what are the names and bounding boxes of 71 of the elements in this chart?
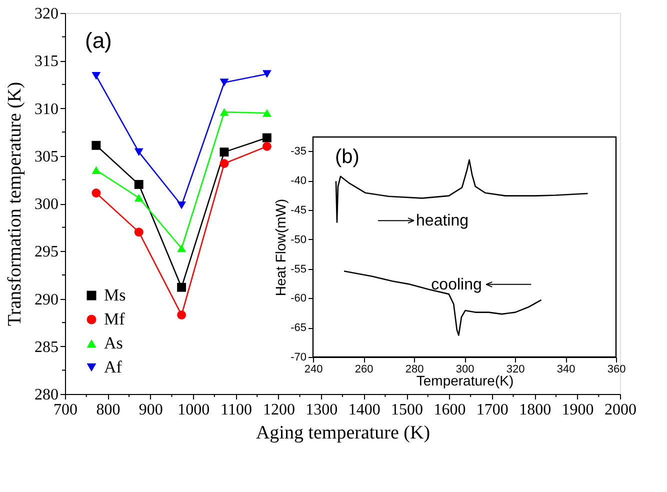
x-tick-label: 320 xyxy=(506,364,525,376)
point xyxy=(92,140,101,150)
x-tick-label: 800 xyxy=(96,402,120,418)
y-tick-label: 285 xyxy=(34,338,58,356)
x-tick-label: 300 xyxy=(456,364,474,376)
point xyxy=(92,72,101,80)
legend-label: Mf xyxy=(104,310,126,328)
point xyxy=(177,244,186,252)
x-tick-label: 700 xyxy=(54,402,78,418)
x-tick-label: 1700 xyxy=(476,402,508,418)
line-series xyxy=(343,270,542,336)
annotation: (b) xyxy=(335,146,360,168)
x-tick-label: 280 xyxy=(405,364,424,376)
point xyxy=(177,282,186,292)
y-tick-label: 315 xyxy=(34,53,58,70)
x-axis-title: Temperature(K) xyxy=(416,372,514,388)
x-tick-label: 260 xyxy=(354,364,374,376)
point xyxy=(92,166,101,174)
y-tick-label: 305 xyxy=(34,148,58,166)
point xyxy=(134,180,144,189)
point xyxy=(177,202,186,210)
y-tick-label: 295 xyxy=(34,244,58,261)
y-tick-label: -35 xyxy=(290,146,306,158)
point xyxy=(220,148,229,157)
annotation: cooling xyxy=(431,276,482,294)
x-tick-label: 1800 xyxy=(519,402,552,418)
point xyxy=(262,109,272,117)
x-tick-label: 1900 xyxy=(562,402,594,418)
x-tick-label: 1000 xyxy=(178,402,210,418)
annotation: (a) xyxy=(85,28,112,53)
y-tick-label: -55 xyxy=(290,263,306,276)
y-tick-label: -45 xyxy=(290,204,306,216)
point xyxy=(220,78,229,86)
y-tick-label: -50 xyxy=(290,234,306,246)
x-tick-label: 2000 xyxy=(604,402,636,418)
point xyxy=(262,70,272,78)
x-tick-label: 1300 xyxy=(306,402,338,418)
legend-label: Ms xyxy=(104,286,126,304)
y-axis-title: Transformation temperature (K) xyxy=(4,82,26,326)
x-tick-label: 1400 xyxy=(348,402,380,418)
y-tick-label: -40 xyxy=(290,175,306,188)
point xyxy=(220,159,229,168)
x-tick-label: 1200 xyxy=(262,402,295,418)
legend-label: As xyxy=(104,334,123,352)
point xyxy=(92,188,101,198)
y-tick-label: -65 xyxy=(290,322,306,334)
y-axis-title: Heat Flow(mW) xyxy=(272,198,289,296)
y-tick-label: 290 xyxy=(34,291,58,308)
point xyxy=(134,148,144,156)
x-tick-label: 340 xyxy=(556,364,576,376)
y-tick-label: -60 xyxy=(290,292,306,305)
x-tick-label: 900 xyxy=(138,402,163,418)
y-tick-label: 310 xyxy=(34,100,58,118)
point xyxy=(134,194,144,202)
point xyxy=(262,142,272,151)
x-tick-label: 1500 xyxy=(391,402,424,418)
x-tick-label: 360 xyxy=(607,364,626,376)
x-axis-title: Aging temperature (K) xyxy=(256,422,430,444)
y-tick-label: -70 xyxy=(290,352,306,364)
x-tick-label: 1100 xyxy=(220,402,252,418)
y-tick-label: 300 xyxy=(34,196,58,213)
legend-label: Af xyxy=(104,358,122,376)
annotation: heating xyxy=(416,212,469,230)
x-tick-label: 1600 xyxy=(434,402,466,418)
y-tick-label: 320 xyxy=(34,6,58,22)
point xyxy=(177,310,186,320)
y-tick-label: 280 xyxy=(34,386,58,404)
point xyxy=(220,108,229,116)
point xyxy=(262,133,272,142)
point xyxy=(134,228,144,237)
x-tick-label: 240 xyxy=(304,364,323,376)
